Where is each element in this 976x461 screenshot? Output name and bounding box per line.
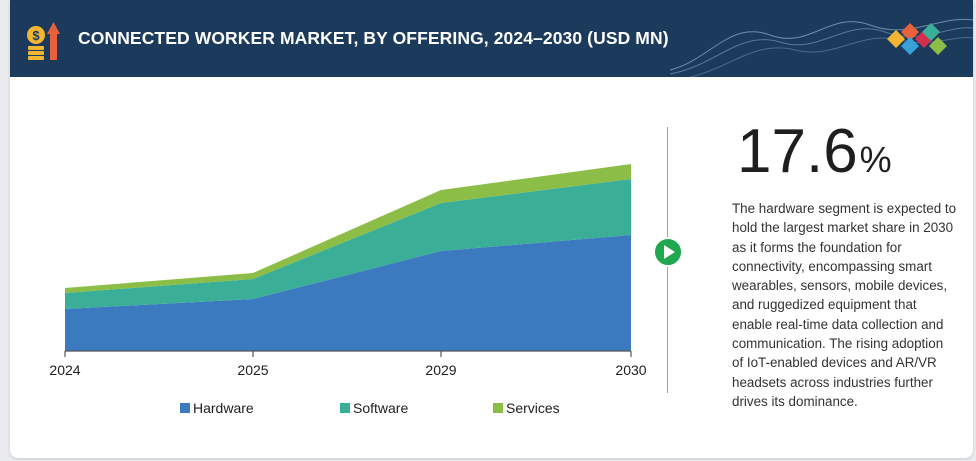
legend-swatch-services — [493, 403, 503, 413]
cagr-value: 17.6% — [737, 121, 892, 183]
cagr-unit: % — [859, 139, 892, 180]
chart-title: CONNECTED WORKER MARKET, BY OFFERING, 20… — [78, 28, 669, 48]
diamond-logo — [887, 23, 947, 55]
callout-description: The hardware segment is expected to hold… — [732, 201, 957, 409]
legend-swatch-software — [340, 403, 350, 413]
x-tick-label-2029: 2029 — [425, 362, 456, 378]
play-icon[interactable] — [653, 237, 683, 267]
stacked-area-chart: 2024 2025 2029 2030 Hardware Software Services — [49, 164, 647, 416]
legend-swatch-hardware — [180, 403, 190, 413]
header-bar: $ CONNECTED WORKER MARKET, BY OFFERING, … — [10, 0, 973, 77]
legend-label-services: Services — [506, 400, 560, 416]
area-hardware — [65, 235, 631, 351]
legend-label-software: Software — [353, 400, 408, 416]
x-tick-label-2025: 2025 — [237, 362, 268, 378]
area-services — [65, 164, 631, 293]
legend-label-hardware: Hardware — [193, 400, 254, 416]
x-tick-label-2024: 2024 — [49, 362, 80, 378]
cagr-number: 17.6 — [737, 117, 858, 186]
x-tick-label-2030: 2030 — [615, 362, 646, 378]
svg-text:$: $ — [32, 28, 40, 43]
area-software — [65, 179, 631, 309]
money-growth-icon: $ — [27, 22, 60, 60]
infographic-card: $ CONNECTED WORKER MARKET, BY OFFERING, … — [10, 0, 973, 458]
